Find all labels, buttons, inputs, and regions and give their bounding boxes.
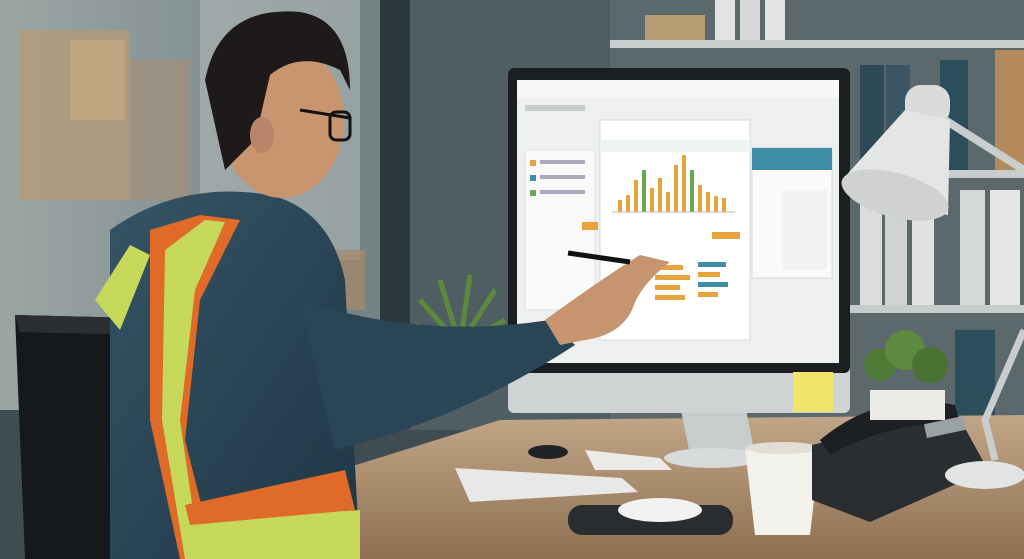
monitor-part: [600, 140, 750, 152]
plant-right-part: [870, 390, 945, 420]
screen-chart-part: [626, 195, 630, 212]
screen-chart-part: [706, 192, 710, 212]
screen-chart: [612, 155, 740, 300]
monitor-part: [752, 148, 832, 170]
screen-chart-part: [690, 170, 694, 212]
screen-chart-part: [698, 185, 702, 212]
person-part: [328, 110, 352, 142]
screen-chart-part: [698, 282, 728, 287]
shelves-part: [610, 40, 1024, 48]
screen-chart-part: [712, 232, 740, 239]
screen-chart-part: [634, 180, 638, 212]
monitor-part: [582, 222, 598, 230]
shelves-part: [960, 190, 985, 305]
background-part: [70, 40, 125, 120]
shelves-part: [990, 190, 1020, 305]
lamp-part: [942, 116, 1024, 174]
monitor-part: [664, 448, 760, 468]
screen-chart-part: [682, 155, 686, 212]
person-part: [567, 250, 631, 265]
monitor-part: [530, 190, 536, 196]
person-part: [185, 470, 355, 525]
desk-items-part: [528, 445, 568, 459]
shelves-part: [765, 0, 785, 40]
person-part: [300, 300, 575, 450]
plant-right-part: [912, 347, 948, 383]
screen-chart-part: [618, 200, 622, 212]
desk-items-part: [585, 450, 672, 470]
desk-items-part: [745, 448, 820, 535]
monitor: [508, 68, 850, 468]
screen-chart-part: [722, 198, 726, 212]
shelves-part: [715, 0, 735, 40]
monitor-part: [525, 105, 585, 111]
lamp: [841, 85, 1024, 489]
lamp-part: [841, 169, 949, 221]
screen-chart-part: [698, 272, 720, 277]
screen-chart-part: [666, 192, 670, 212]
plant-right: [864, 330, 948, 420]
shelves-part: [645, 15, 705, 40]
monitor-part: [517, 80, 839, 98]
monitor-part: [530, 160, 536, 166]
person-part: [205, 11, 350, 170]
lamp-part: [981, 328, 1024, 461]
telephone-part: [923, 415, 967, 439]
person-part: [250, 117, 274, 153]
screen-chart-part: [655, 265, 683, 270]
background-part: [130, 60, 190, 200]
monitor-part: [782, 190, 827, 270]
screen-chart-part: [698, 292, 718, 297]
shelves-part: [740, 0, 760, 40]
monitor-part: [793, 372, 833, 412]
plant-back-part: [413, 274, 507, 348]
lamp-part: [945, 461, 1024, 489]
desk-items: [455, 442, 820, 535]
screen-chart-part: [655, 285, 680, 290]
desk-items-part: [745, 442, 819, 454]
monitor-part: [540, 175, 585, 179]
desk-items-part: [455, 468, 638, 502]
screen-chart-part: [655, 295, 685, 300]
person-part: [95, 245, 150, 330]
screen-chart-part: [698, 262, 726, 267]
screen-chart-part: [674, 165, 678, 212]
person-part: [162, 220, 225, 559]
person: [95, 11, 670, 559]
shelves-part: [850, 305, 1024, 313]
person-part: [185, 510, 360, 559]
screen-chart-part: [658, 178, 662, 212]
person-part: [545, 255, 670, 345]
monitor-part: [540, 190, 585, 194]
screen-chart-part: [655, 275, 690, 280]
monitor-part: [680, 405, 755, 455]
screen-chart-part: [650, 188, 654, 212]
person-part: [299, 108, 351, 120]
desk-items-part: [618, 498, 702, 522]
screen-chart-part: [642, 170, 646, 212]
shelves-part: [860, 190, 882, 305]
monitor-part: [540, 160, 585, 164]
screen-chart-part: [714, 196, 718, 212]
monitor-part: [530, 175, 536, 181]
